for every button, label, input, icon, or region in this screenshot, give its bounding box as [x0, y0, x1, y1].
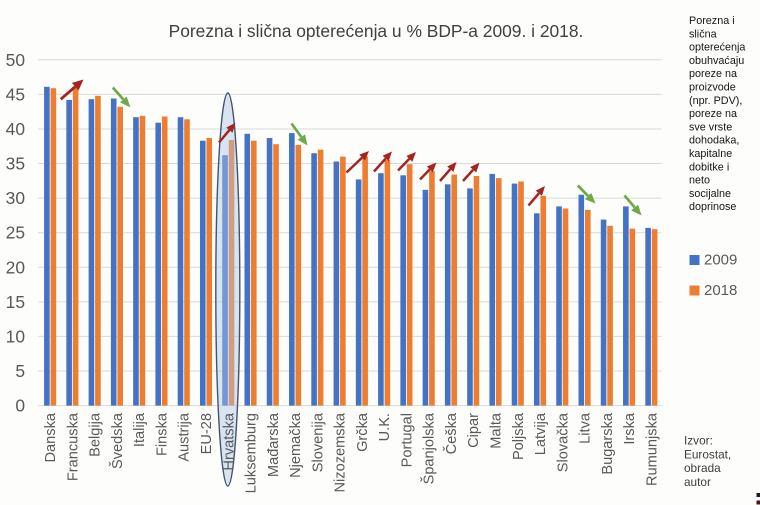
svg-text:dobitke i: dobitke i — [689, 161, 729, 173]
svg-text:EU-28: EU-28 — [199, 413, 215, 454]
svg-text:35: 35 — [6, 154, 25, 174]
svg-text:poreze na: poreze na — [689, 108, 737, 120]
svg-text:Češka: Češka — [443, 412, 460, 454]
svg-text:obuhvaćaju: obuhvaćaju — [689, 55, 744, 67]
svg-text:Rumunjska: Rumunjska — [644, 412, 660, 486]
svg-text:Njemačka: Njemačka — [288, 412, 304, 478]
svg-text:obrada: obrada — [684, 461, 721, 475]
svg-text:U.K.: U.K. — [377, 413, 393, 441]
svg-text:sve vrste: sve vrste — [689, 121, 732, 133]
svg-text:kapitalne: kapitalne — [689, 148, 732, 160]
svg-text:Malta: Malta — [489, 412, 505, 449]
svg-text:Poljska: Poljska — [511, 412, 527, 460]
svg-text:slična: slična — [689, 28, 717, 40]
svg-text:Španjolska: Španjolska — [421, 412, 438, 484]
svg-text:Bugarska: Bugarska — [600, 412, 616, 475]
svg-text:doprinose: doprinose — [689, 201, 736, 213]
svg-text:Francuska: Francuska — [65, 412, 81, 481]
svg-text:10: 10 — [6, 326, 25, 346]
svg-text:45: 45 — [6, 84, 25, 104]
svg-text:20: 20 — [6, 257, 25, 277]
svg-text:Luksemburg: Luksemburg — [244, 413, 260, 493]
svg-text:Švedska: Švedska — [109, 412, 126, 469]
svg-text:0: 0 — [15, 396, 25, 416]
svg-text:autor: autor — [684, 475, 711, 489]
svg-text:Nizozemska: Nizozemska — [333, 412, 349, 492]
svg-text:neto: neto — [689, 175, 710, 187]
svg-text:Danska: Danska — [43, 412, 59, 462]
svg-text:2009: 2009 — [704, 252, 737, 269]
svg-text:Mađarska: Mađarska — [266, 412, 282, 477]
svg-text:Portugal: Portugal — [399, 413, 415, 467]
svg-text:Izvor:: Izvor: — [684, 434, 713, 448]
svg-text:Irska: Irska — [622, 412, 638, 445]
svg-text:socijalne: socijalne — [689, 188, 731, 200]
svg-text:opterećenja: opterećenja — [689, 42, 745, 54]
svg-text:Latvija: Latvija — [533, 412, 549, 455]
svg-text:dohodaka,: dohodaka, — [689, 135, 739, 147]
svg-text:proizvode: proizvode — [689, 82, 736, 94]
svg-text:25: 25 — [6, 223, 25, 243]
svg-text:5: 5 — [15, 361, 25, 381]
svg-text:Litva: Litva — [578, 412, 594, 444]
svg-text:Grčka: Grčka — [355, 412, 371, 452]
svg-text:2018: 2018 — [704, 282, 737, 299]
svg-text:Slovenija: Slovenija — [310, 412, 326, 472]
svg-text:Slovačka: Slovačka — [555, 412, 571, 472]
svg-text:15: 15 — [6, 292, 25, 312]
svg-text:Austrija: Austrija — [177, 412, 193, 462]
svg-text:Hrvatska: Hrvatska — [221, 412, 237, 470]
svg-text:50: 50 — [6, 50, 25, 70]
svg-text:Porezna i slična opterećenja u: Porezna i slična opterećenja u % BDP-a 2… — [169, 21, 584, 41]
svg-text:Porezna i: Porezna i — [689, 15, 735, 27]
svg-text:Finska: Finska — [155, 412, 171, 456]
svg-text:Cipar: Cipar — [466, 413, 482, 448]
svg-text:40: 40 — [6, 119, 25, 139]
svg-text:Italija: Italija — [132, 412, 148, 447]
svg-text:poreze na: poreze na — [689, 68, 737, 80]
svg-text:Eurostat,: Eurostat, — [684, 447, 731, 461]
svg-text:30: 30 — [6, 188, 25, 208]
svg-text:(npr. PDV),: (npr. PDV), — [689, 95, 742, 107]
svg-text:Belgija: Belgija — [88, 412, 104, 457]
